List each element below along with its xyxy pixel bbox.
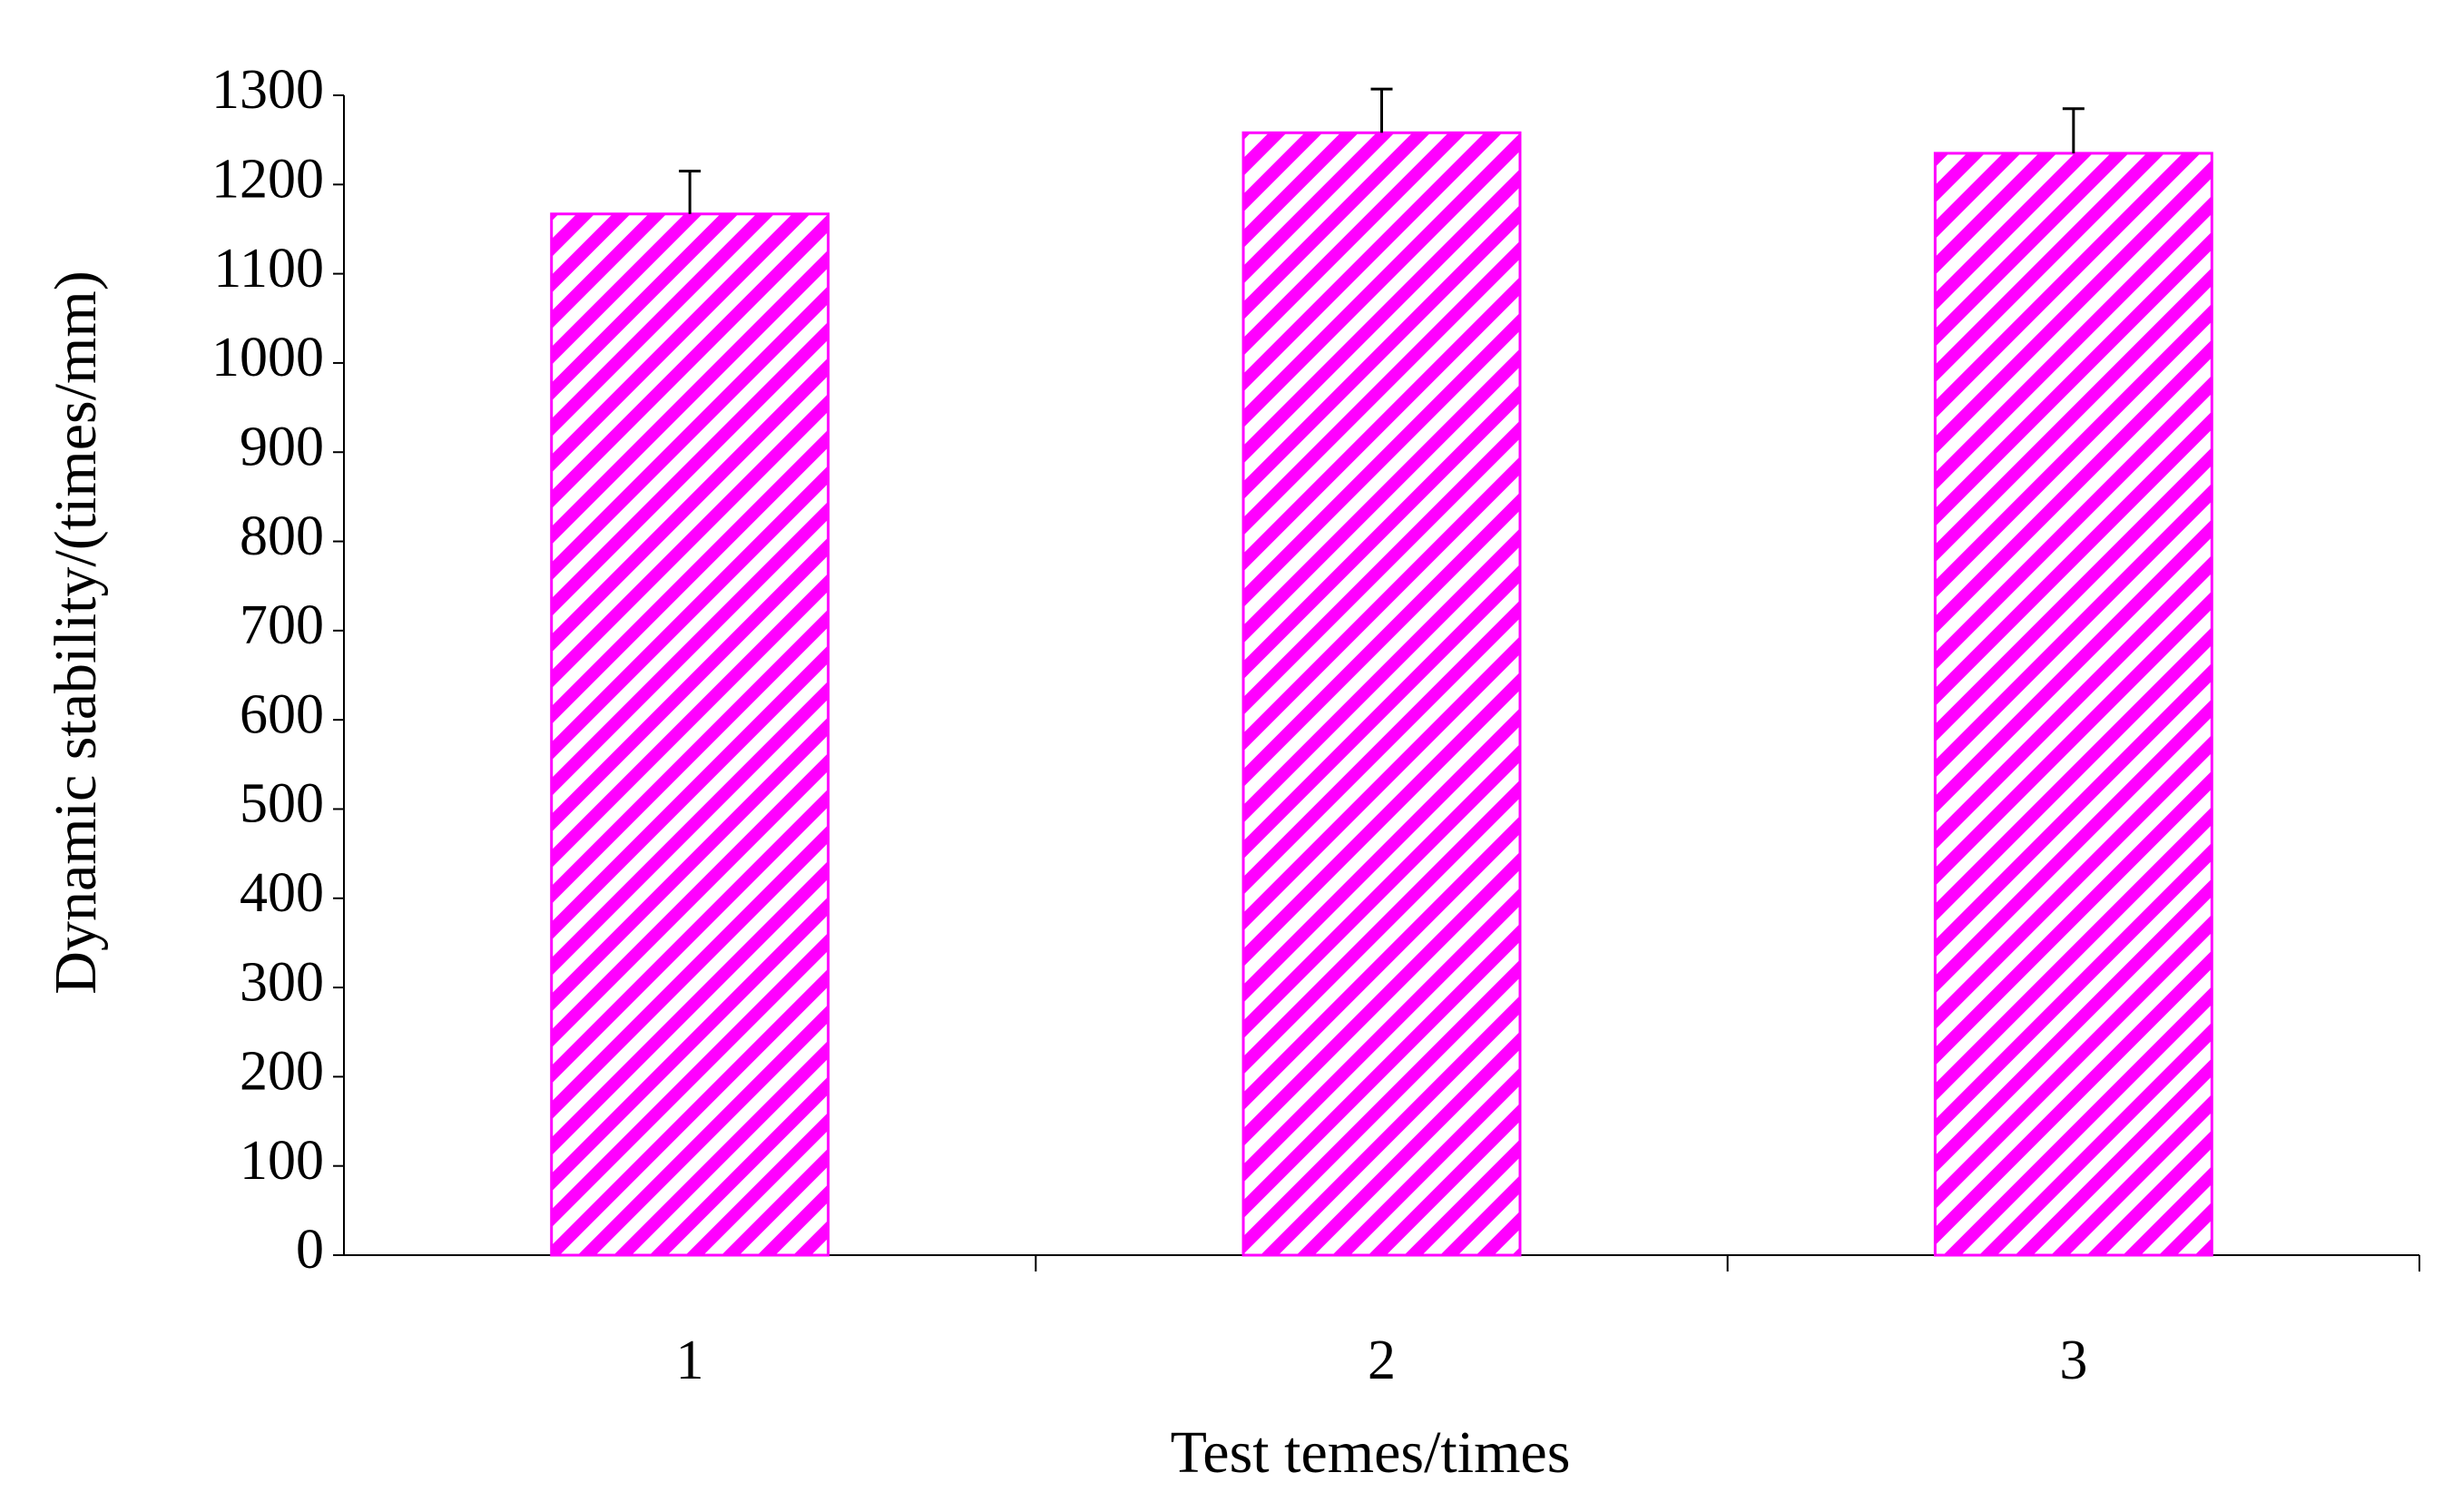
y-tick-label: 200 (240, 1041, 324, 1103)
bar (1933, 152, 2213, 1257)
bar (1241, 131, 1522, 1257)
y-axis-title: Dynamic stability/(times/mm) (43, 270, 109, 994)
x-tick-label: 3 (2059, 1330, 2087, 1391)
y-tick-label: 1100 (213, 238, 324, 299)
y-tick-label: 500 (240, 773, 324, 835)
y-tick-label: 900 (240, 416, 324, 477)
y-tick-label: 300 (240, 951, 324, 1013)
y-tick-label: 1300 (211, 59, 324, 121)
x-axis-title: Test temes/times (1171, 1419, 1571, 1486)
y-tick-label: 800 (240, 506, 324, 567)
x-tick-label: 2 (1368, 1330, 1396, 1391)
y-tick-label: 100 (240, 1130, 324, 1192)
y-tick-label: 1000 (211, 327, 324, 388)
bar (550, 212, 830, 1257)
y-tick-label: 600 (240, 683, 324, 745)
y-tick-label: 700 (240, 594, 324, 656)
x-tick-label: 1 (676, 1330, 704, 1391)
y-tick-label: 400 (240, 862, 324, 924)
y-tick-label: 1200 (211, 149, 324, 211)
y-tick-label: 0 (296, 1219, 324, 1281)
